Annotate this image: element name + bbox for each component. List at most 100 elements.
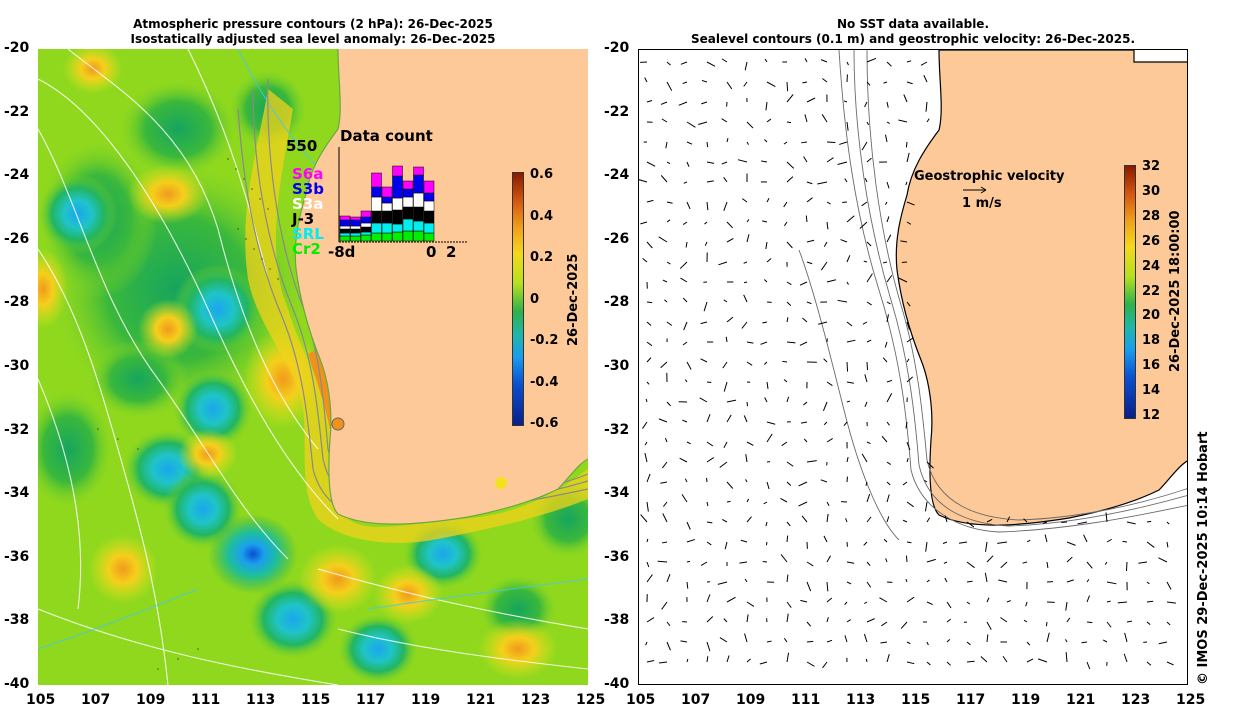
velocity-arrow (942, 541, 948, 544)
velocity-arrow (765, 541, 768, 546)
velocity-arrow (1146, 661, 1152, 666)
velocity-arrow (686, 161, 690, 167)
velocity-arrow (866, 57, 877, 63)
sea-level-anomaly-map[interactable]: Data count 550 S6a S3b S3a J-3 SRL Cr2 -8d 0 … (38, 49, 588, 685)
left-y-tick: -28 (4, 294, 30, 311)
anomaly-field (38, 49, 588, 684)
velocity-arrow (906, 441, 911, 451)
right-x-tick: 109 (736, 692, 766, 708)
velocity-arrow (746, 498, 750, 503)
velocity-arrow (642, 421, 648, 429)
velocity-arrow (1158, 557, 1168, 563)
velocity-arrow (661, 601, 668, 610)
velocity-arrow (866, 121, 870, 126)
velocity-arrow (678, 101, 688, 106)
velocity-arrow (865, 658, 868, 663)
velocity-arrow (706, 594, 711, 603)
velocity-arrow (798, 501, 808, 507)
data-count-bar-segment (413, 192, 424, 208)
velocity-arrow (966, 580, 973, 583)
velocity-arrow (766, 481, 770, 490)
velocity-arrow (861, 201, 868, 207)
velocity-arrow (739, 561, 748, 564)
data-count-bar-segment (339, 228, 351, 234)
left-y-tick: -40 (4, 676, 30, 692)
velocity-arrow (906, 221, 912, 225)
velocity-arrow (866, 361, 869, 371)
data-count-bar-segment (413, 230, 424, 242)
geostrophic-velocity-map[interactable]: Geostrophic velocity 1 m/s (638, 49, 1188, 685)
velocity-arrow (726, 655, 730, 663)
velocity-arrow (806, 301, 812, 305)
velocity-arrow (906, 501, 914, 508)
data-count-bar-segment (413, 206, 424, 222)
velocity-arrow (726, 221, 734, 229)
left-x-tick: 115 (301, 692, 331, 708)
velocity-arrow (1077, 521, 1088, 525)
data-count-bar-segment (360, 234, 372, 242)
velocity-arrow (883, 81, 888, 84)
velocity-arrow (746, 441, 754, 446)
velocity-arrow (826, 437, 833, 443)
velocity-arrow (920, 61, 928, 66)
velocity-arrow (905, 421, 908, 429)
data-count-bar-segment (402, 230, 414, 242)
velocity-arrow (661, 118, 668, 123)
velocity-arrow (1086, 595, 1090, 603)
velocity-arrow (744, 578, 748, 583)
velocity-arrow (662, 501, 668, 507)
right-y-tick: -32 (604, 421, 630, 438)
velocity-arrow (660, 361, 668, 369)
velocity-arrow (864, 101, 868, 108)
velocity-arrow (986, 555, 994, 563)
velocity-arrow (746, 121, 754, 129)
data-count-bar-segment (392, 223, 403, 233)
sst-colorbar-tick: 32 (1142, 159, 1161, 174)
stipple (97, 158, 279, 670)
data-count-bar-segment (392, 231, 403, 242)
velocity-arrow (806, 661, 815, 667)
data-count-bar-segment (392, 175, 403, 199)
data-count-legend-s3a: S3a (292, 195, 324, 213)
velocity-arrow (804, 58, 808, 63)
velocity-arrow (906, 641, 911, 645)
velocity-arrow (799, 281, 808, 286)
velocity-arrow (1026, 658, 1034, 663)
velocity-arrow (820, 59, 828, 63)
velocity-arrow (1066, 617, 1071, 623)
velocity-arrow (905, 555, 908, 563)
velocity-arrow (905, 181, 908, 186)
velocity-arrow (798, 481, 808, 487)
velocity-arrow (943, 561, 948, 564)
velocity-arrow (666, 161, 671, 165)
velocity-arrow (706, 441, 714, 447)
velocity-arrow (1086, 561, 1093, 569)
velocity-arrow (644, 453, 648, 463)
velocity-arrow (846, 581, 852, 585)
velocity-arrow (846, 361, 849, 372)
velocity-arrow (805, 215, 808, 223)
velocity-arrow (759, 661, 768, 665)
velocity-arrow (823, 421, 828, 426)
velocity-arrow (719, 637, 728, 643)
right-title-line2: Sealevel contours (0.1 m) and geostrophi… (691, 32, 1135, 46)
right-y-tick: -38 (604, 612, 630, 629)
velocity-arrow (783, 379, 788, 383)
velocity-arrow (780, 497, 788, 503)
velocity-arrow (743, 81, 748, 87)
velocity-arrow (666, 261, 671, 265)
velocity-arrow (706, 201, 709, 211)
velocity-arrow (924, 479, 928, 483)
velocity-arrow (704, 221, 708, 225)
data-count-bar-segment (350, 216, 361, 221)
velocity-arrow (1146, 520, 1152, 523)
velocity-arrow (745, 454, 748, 463)
velocity-arrow (786, 652, 790, 663)
velocity-arrow (902, 481, 908, 486)
velocity-arrow (806, 621, 812, 627)
velocity-arrow (1026, 539, 1031, 543)
velocity-arrow (1042, 521, 1048, 524)
velocity-arrow (1117, 601, 1128, 604)
data-count-bar-segment (360, 231, 372, 236)
velocity-arrow (886, 494, 890, 503)
